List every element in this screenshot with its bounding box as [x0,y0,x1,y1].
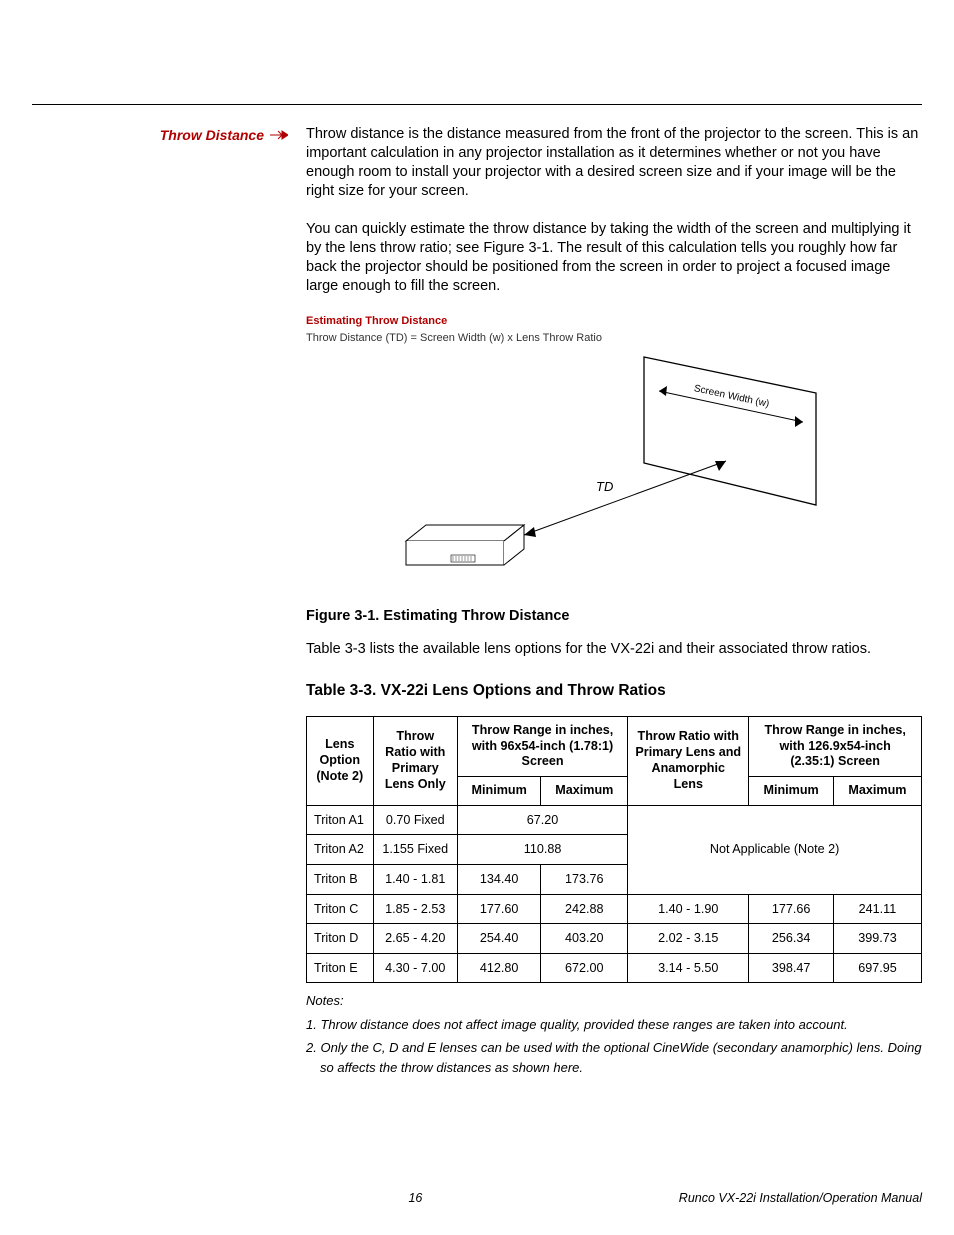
footer-page-number: 16 [152,1191,679,1205]
cell-max-96: 173.76 [541,865,628,895]
cell-max-96: 403.20 [541,924,628,954]
cell-min-96: 412.80 [457,953,540,983]
header-rule [32,104,922,105]
table-row: Triton D2.65 - 4.20254.40403.202.02 - 3.… [307,924,922,954]
table-row: Triton C1.85 - 2.53177.60242.881.40 - 1.… [307,894,922,924]
cell-min-96: 254.40 [457,924,540,954]
notes-heading: Notes: [306,991,922,1011]
th-ratio-primary: Throw Ratio with Primary Lens Only [373,716,457,805]
table-caption: Table 3-3. VX-22i Lens Options and Throw… [306,681,922,701]
cell-lens-name: Triton E [307,953,374,983]
cell-not-applicable: Not Applicable (Note 2) [628,805,922,894]
paragraph-1: Throw distance is the distance measured … [306,125,922,202]
cell-ratio-anamorphic: 1.40 - 1.90 [628,894,749,924]
content-columns: Throw Distance Throw distance is the dis… [32,125,922,1081]
cell-ratio-primary: 2.65 - 4.20 [373,924,457,954]
cell-max-126: 399.73 [833,924,921,954]
paragraph-2: You can quickly estimate the throw dista… [306,220,922,297]
cell-max-126: 697.95 [833,953,921,983]
cell-lens-name: Triton A1 [307,805,374,835]
th-min-126: Minimum [749,777,834,806]
notes-block: Notes: 1. Throw distance does not affect… [306,991,922,1077]
figure-caption: Figure 3-1. Estimating Throw Distance [306,607,922,626]
td-label: TD [596,479,613,494]
cell-max-126: 241.11 [833,894,921,924]
note-1: 1. Throw distance does not affect image … [306,1015,922,1035]
cell-max-96: 672.00 [541,953,628,983]
cell-range-96-single: 110.88 [457,835,627,865]
th-max-126: Maximum [833,777,921,806]
cell-lens-name: Triton B [307,865,374,895]
cell-ratio-primary: 1.155 Fixed [373,835,457,865]
note-2: 2. Only the C, D and E lenses can be use… [306,1038,922,1077]
lens-options-table: Lens Option (Note 2) Throw Ratio with Pr… [306,716,922,984]
cell-min-126: 256.34 [749,924,834,954]
side-heading-text: Throw Distance [160,127,264,143]
table-row: Triton A10.70 Fixed67.20Not Applicable (… [307,805,922,835]
cell-lens-name: Triton D [307,924,374,954]
cell-range-96-single: 67.20 [457,805,627,835]
cell-lens-name: Triton C [307,894,374,924]
cell-ratio-anamorphic: 2.02 - 3.15 [628,924,749,954]
th-min-96: Minimum [457,777,540,806]
cell-min-126: 398.47 [749,953,834,983]
th-lens-option: Lens Option (Note 2) [307,716,374,805]
cell-ratio-primary: 1.40 - 1.81 [373,865,457,895]
figure-formula: Throw Distance (TD) = Screen Width (w) x… [306,331,922,346]
page: Throw Distance Throw distance is the dis… [0,0,954,1235]
cell-ratio-primary: 1.85 - 2.53 [373,894,457,924]
table-row: Triton E4.30 - 7.00412.80672.003.14 - 5.… [307,953,922,983]
main-column: Throw distance is the distance measured … [306,125,922,1081]
cell-max-96: 242.88 [541,894,628,924]
side-heading-column: Throw Distance [32,125,288,1081]
cell-min-96: 177.60 [457,894,540,924]
page-footer: 16 Runco VX-22i Installation/Operation M… [32,1191,922,1205]
cell-ratio-primary: 4.30 - 7.00 [373,953,457,983]
cell-min-126: 177.66 [749,894,834,924]
figure-heading: Estimating Throw Distance [306,314,922,329]
th-max-96: Maximum [541,777,628,806]
figure-3-1: Estimating Throw Distance Throw Distance… [306,314,922,626]
cell-min-96: 134.40 [457,865,540,895]
cell-lens-name: Triton A2 [307,835,374,865]
footer-doc-title: Runco VX-22i Installation/Operation Manu… [679,1191,922,1205]
side-heading: Throw Distance [160,127,288,143]
cell-ratio-anamorphic: 3.14 - 5.50 [628,953,749,983]
side-heading-arrow-icon [270,127,288,143]
th-range-96: Throw Range in inches, with 96x54-inch (… [457,716,627,776]
paragraph-3: Table 3-3 lists the available lens optio… [306,640,922,659]
th-ratio-anamorphic: Throw Ratio with Primary Lens and Anamor… [628,716,749,805]
cell-ratio-primary: 0.70 Fixed [373,805,457,835]
th-range-126: Throw Range in inches, with 126.9x54-inc… [749,716,922,776]
throw-distance-diagram: Screen Width (w) [306,351,846,581]
projector-icon [406,525,524,565]
screen-width-label: Screen Width (w) [693,383,770,410]
